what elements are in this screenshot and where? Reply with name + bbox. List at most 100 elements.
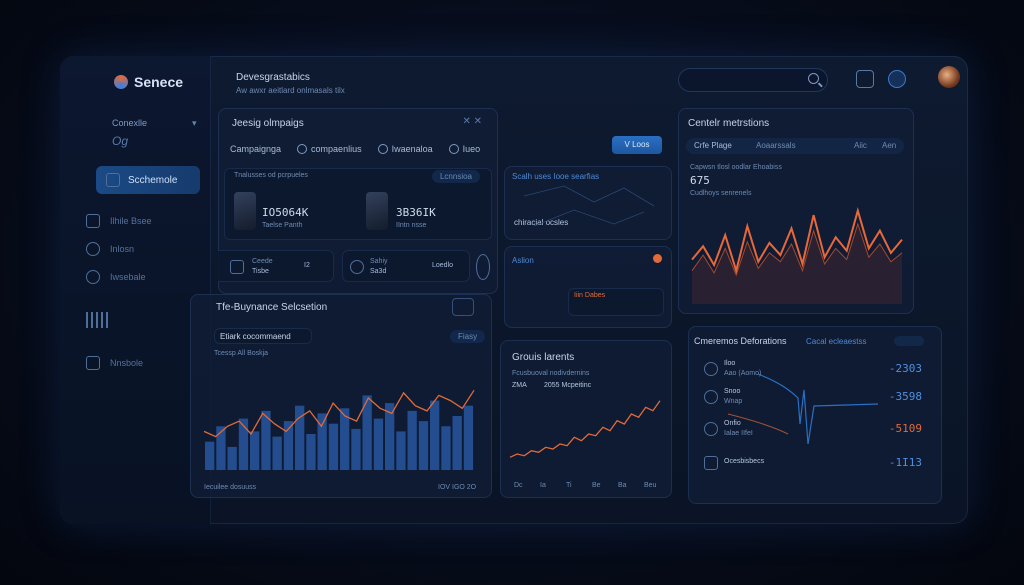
row-sub: Wnap — [724, 398, 743, 405]
tab-label: Campaignga — [230, 144, 282, 154]
filter-button[interactable]: Fiasy — [450, 330, 486, 343]
tab-label[interactable]: Crfe Plage — [694, 141, 732, 150]
bar — [407, 410, 417, 470]
tab-campaigns[interactable]: Campaignga — [230, 144, 281, 154]
card-value: IO5064K — [262, 206, 309, 219]
stat-label: Ceede — [252, 258, 273, 265]
sidebar-item-4[interactable] — [86, 312, 108, 328]
chart-footer-right: IOV IGO 2O — [438, 484, 477, 491]
operations-panel: Cmeremos Deforations Cacal ecleaestss Il… — [688, 326, 942, 504]
card-caption: Tnalusses od pcrpueles — [234, 172, 308, 179]
tab-label[interactable]: Aiic — [854, 141, 867, 150]
bar — [216, 426, 226, 470]
page-subtitle: Aw awxr aeitlard onlmasals tilx — [236, 86, 345, 95]
sidebar-section-sub: Og — [112, 134, 129, 148]
tab-analytics[interactable]: Iwaenaloa — [377, 144, 433, 154]
row-sub: Aao (Aomo) — [724, 370, 762, 377]
growth-chart — [509, 400, 661, 458]
alert-title: Aslion — [512, 256, 534, 265]
axis-tick-label: Ti — [566, 482, 572, 489]
row-icon — [704, 456, 718, 470]
sidebar-item-1[interactable]: Ilhile Bsee — [86, 214, 152, 228]
sidebar-item-2[interactable]: Inlosn — [86, 242, 134, 256]
sidebar-item-label: Ilhile Bsee — [110, 216, 152, 226]
bar — [205, 441, 215, 470]
brand[interactable]: Senece — [114, 74, 183, 90]
campaigns-title: Jeesig olmpaigs — [232, 118, 304, 129]
tab-label: Iwaenaloa — [391, 144, 433, 154]
campaigns-panel: Jeesig olmpaigs ✕ ✕ Campaignga compaenli… — [218, 108, 498, 294]
dropdown-value: Etiark cocommaend — [220, 332, 291, 341]
sidebar-item-5[interactable]: Nnsbole — [86, 356, 143, 370]
app-name: Senece — [134, 74, 184, 90]
stat-value: Sa3d — [370, 268, 387, 275]
chat-icon[interactable] — [856, 70, 874, 88]
settings-icon — [86, 356, 100, 370]
radio-icon — [377, 144, 388, 154]
series-line — [509, 400, 661, 458]
target-icon — [350, 260, 364, 274]
row-label: Snoo — [724, 388, 741, 395]
target-icon — [86, 270, 100, 284]
row-value: -1I13 — [888, 456, 922, 469]
bar — [396, 431, 406, 470]
tab-label: compaenlius — [311, 144, 362, 154]
sidebar-section[interactable]: Conexlle Og — [112, 118, 147, 148]
radio-icon — [448, 144, 459, 154]
search-icon[interactable] — [808, 73, 819, 84]
monitor-icon — [86, 214, 100, 228]
alert-popup[interactable]: Iiin Dabes — [568, 288, 664, 316]
sidebar: Senece Conexlle Og ▾ Scchemole Ilhile Bs… — [60, 56, 211, 524]
growth-title: Grouis larents — [512, 352, 575, 363]
series-line — [691, 207, 903, 275]
avatar[interactable] — [938, 66, 960, 88]
axis-tick-label: Beu — [644, 482, 657, 489]
central-chart — [691, 207, 903, 304]
central-panel: Centelr metrstions Crfe Plage Aoaarssals… — [678, 108, 914, 314]
axis-tick-label: Dc — [514, 482, 523, 489]
tab-info[interactable]: Iueo — [448, 144, 480, 154]
row-label: Onfio — [724, 420, 741, 427]
dashboard-icon — [106, 173, 120, 187]
chevron-down-icon[interactable]: ▾ — [192, 118, 197, 128]
bar — [238, 418, 249, 470]
stat-value: Tisbe — [252, 268, 269, 275]
operations-link[interactable]: Cacal ecleaestss — [806, 337, 867, 346]
bar — [362, 395, 372, 470]
campaign-thumbnail — [234, 192, 256, 230]
box-icon — [230, 260, 244, 274]
card-tag[interactable]: Lcnnsioa — [431, 170, 480, 183]
sidebar-item-label: Scchemole — [128, 174, 178, 186]
row-value: -5109 — [888, 422, 922, 435]
chart-footer-left: Iecuilee dosuuss — [204, 484, 257, 491]
bar — [441, 426, 451, 470]
performance-panel: Tfe-Buynance Selcsetion Etiark cocommaen… — [190, 294, 492, 498]
bar — [430, 400, 440, 470]
expand-icon[interactable] — [452, 298, 474, 316]
search-input[interactable] — [678, 68, 828, 92]
close-icon[interactable]: ✕ ✕ — [462, 116, 482, 127]
campaign-tabs: Campaignga compaenlius Iwaenaloa Iueo — [230, 144, 480, 154]
central-title: Centelr metrstions — [688, 118, 770, 129]
metric-dropdown[interactable]: Etiark cocommaend — [214, 328, 312, 344]
bar — [317, 413, 327, 470]
tab-label[interactable]: Aen — [882, 141, 897, 150]
notification-icon[interactable] — [888, 70, 906, 88]
bar — [373, 418, 384, 470]
page-title: Devesgrastabics — [236, 72, 310, 83]
tab-label[interactable]: Aoaarssals — [756, 141, 796, 150]
load-button[interactable]: V Loos — [612, 136, 662, 154]
axis-tick-label: Be — [592, 482, 601, 489]
sidebar-item-active[interactable]: Scchemole — [96, 166, 200, 194]
bar — [283, 421, 294, 470]
bar — [261, 410, 271, 470]
tab-components[interactable]: compaenlius — [297, 144, 362, 154]
card-label: Taelse Panth — [262, 222, 303, 229]
row-label: Ocesbisbecs — [724, 458, 765, 465]
sidebar-item-3[interactable]: Iwsebale — [86, 270, 146, 284]
sidebar-item-label: Iwsebale — [110, 272, 146, 282]
axis-tick-label: Ba — [618, 482, 627, 489]
more-button[interactable] — [894, 336, 924, 346]
central-sub: Cudlhoys senrenels — [690, 190, 752, 197]
series-line — [203, 389, 475, 438]
